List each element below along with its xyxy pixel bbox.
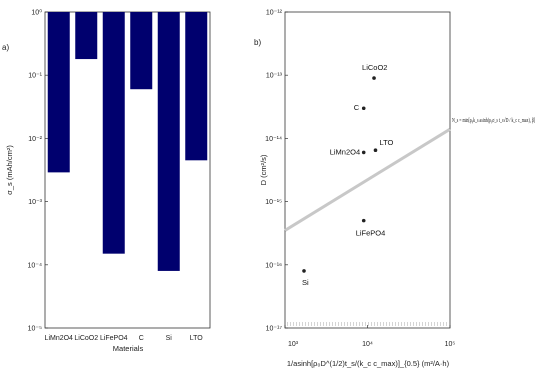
panel-a-x-tick-label: LiMn2O4 xyxy=(45,335,74,342)
panel-b-y-tick-label: 10⁻¹³ xyxy=(266,73,283,80)
panel-b-y-ticks: 10⁻¹² 10⁻¹³ 10⁻¹⁴ 10⁻¹⁵ 10⁻¹⁶ 10⁻¹⁷ xyxy=(265,10,288,333)
panel-a-x-tick-label: C xyxy=(139,335,144,342)
panel-a-y-tick-label: 10⁻⁵ xyxy=(28,326,42,333)
panel-b-point-LTO xyxy=(373,148,378,153)
panel-b-y-axis-label: D (cm²/s) xyxy=(259,154,268,185)
panel-b-plot-frame xyxy=(284,11,451,329)
panel-b-point-label: LiMn2O4 xyxy=(330,147,360,156)
panel-b-y-tick-label: 10⁻¹⁷ xyxy=(266,326,283,333)
panel-a-bar-LiMn2O4 xyxy=(47,12,70,173)
panel-b-x-axis-label: 1/asinh[ρ₀D^(1/2)t_s/(k_c c_max)]_{0.5} … xyxy=(287,359,450,368)
panel-a-plot-frame xyxy=(44,11,211,329)
panel-a-bar-LiFePO4 xyxy=(102,12,125,254)
panel-a-x-ticks: LiMn2O4 LiCoO2 LiFePO4 C Si LTO xyxy=(45,335,204,342)
panel-a-label: a) xyxy=(2,43,9,52)
panel-a-bar-Si xyxy=(157,12,180,271)
panel-a-bars xyxy=(47,12,208,271)
panel-a-bar-LiCoO2 xyxy=(75,12,98,60)
panel-a-y-tick-label: 10⁻¹ xyxy=(28,73,42,80)
panel-b-y-tick-label: 10⁻¹⁴ xyxy=(265,136,282,143)
panel-b-point-label: C xyxy=(354,103,360,112)
panel-a-bar-C xyxy=(130,12,153,90)
panel-b-y-tick-label: 10⁻¹⁶ xyxy=(265,262,282,269)
panel-a-x-tick-label: LTO xyxy=(190,335,204,342)
panel-a-x-tick-label: LiCoO2 xyxy=(74,335,98,342)
panel-b-point-LiCoO2 xyxy=(372,76,376,80)
panel-b-label: b) xyxy=(254,38,261,47)
panel-b-equation-text: N_s = min[ρ₀k_s asinh(ρ₀σ_s t_s√D / k_c … xyxy=(452,116,535,124)
panel-b-y-tick-label: 10⁻¹⁵ xyxy=(265,199,282,206)
panel-b-point-Si xyxy=(302,269,306,273)
panel-a-bar-LTO xyxy=(185,12,208,161)
panel-b-fit-line xyxy=(284,127,451,232)
panel-b-point-LiMn2O4 xyxy=(361,150,366,155)
panel-b-x-tick-label: 10⁴ xyxy=(362,341,373,348)
panel-b-point-C xyxy=(361,106,366,111)
panel-a-y-tick-label: 10⁻⁴ xyxy=(28,262,43,269)
panel-a-y-tick-label: 10⁻³ xyxy=(28,199,42,206)
panel-b-x-tick-label: 10³ xyxy=(288,341,299,348)
panel-a-y-tick-label: 10⁻² xyxy=(28,136,42,143)
panel-b-x-tick-label: 10⁵ xyxy=(445,341,456,348)
panel-a-x-tick-label: LiFePO4 xyxy=(100,335,128,342)
panel-b-x-ticks: 10³ 10⁴ 10⁵ xyxy=(284,325,456,348)
panel-b: b) 10⁻¹² 10⁻¹³ 10⁻¹⁴ 10⁻¹⁵ 10⁻¹⁶ 10⁻¹⁷ 10³ 10⁴… xyxy=(254,10,535,368)
panel-b-point-label: Si xyxy=(302,278,309,287)
panel-b-equation: N_s = min[ρ₀k_s asinh(ρ₀σ_s t_s√D / k_c … xyxy=(451,98,535,138)
panel-a-x-tick-label: Si xyxy=(166,335,173,342)
panel-a-x-axis-label: Materials xyxy=(113,344,144,353)
panel-a: a) 10⁰ 10⁻¹ 10⁻² 10⁻³ 10⁻⁴ 10⁻⁵ LiMn2O4 LiCoO2… xyxy=(2,9,211,353)
panel-b-point-label: LiCoO2 xyxy=(362,63,387,72)
panel-a-y-axis-label: σ_s (mAh/cm²) xyxy=(5,145,14,195)
panel-a-y-tick-label: 10⁰ xyxy=(31,9,42,17)
panel-b-point-label: LiFePO4 xyxy=(356,229,386,238)
panel-b-point-label: LTO xyxy=(379,138,393,147)
panel-a-y-ticks: 10⁰ 10⁻¹ 10⁻² 10⁻³ 10⁻⁴ 10⁻⁵ xyxy=(28,9,48,333)
panel-b-point-LiFePO4 xyxy=(361,218,366,223)
panel-b-points: LiCoO2 C LiMn2O4 LTO LiFePO4 Si xyxy=(302,63,394,287)
panel-b-y-tick-label: 10⁻¹² xyxy=(266,10,283,17)
